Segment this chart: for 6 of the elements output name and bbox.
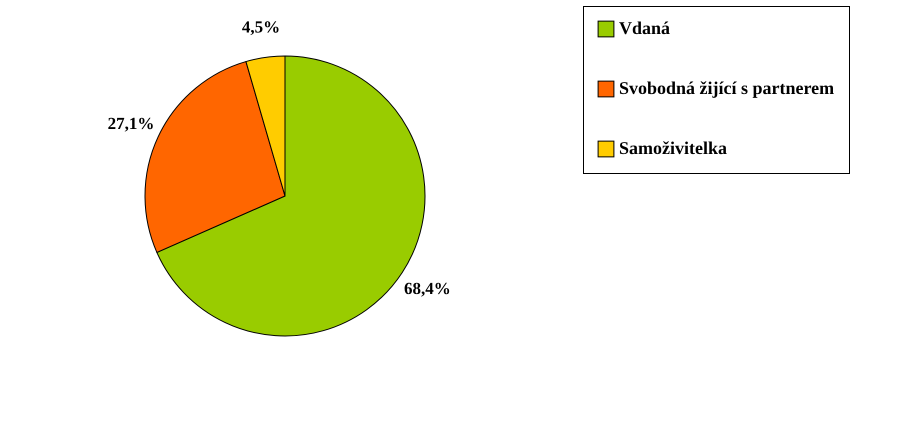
data-label: 27,1% — [108, 114, 154, 134]
legend-label: Vdaná — [619, 18, 670, 38]
legend-label: Svobodná žijící s partnerem — [619, 78, 834, 98]
legend-label: Samoživitelka — [619, 138, 727, 158]
data-label: 68,4% — [404, 278, 451, 298]
data-label: 4,5% — [242, 18, 280, 37]
